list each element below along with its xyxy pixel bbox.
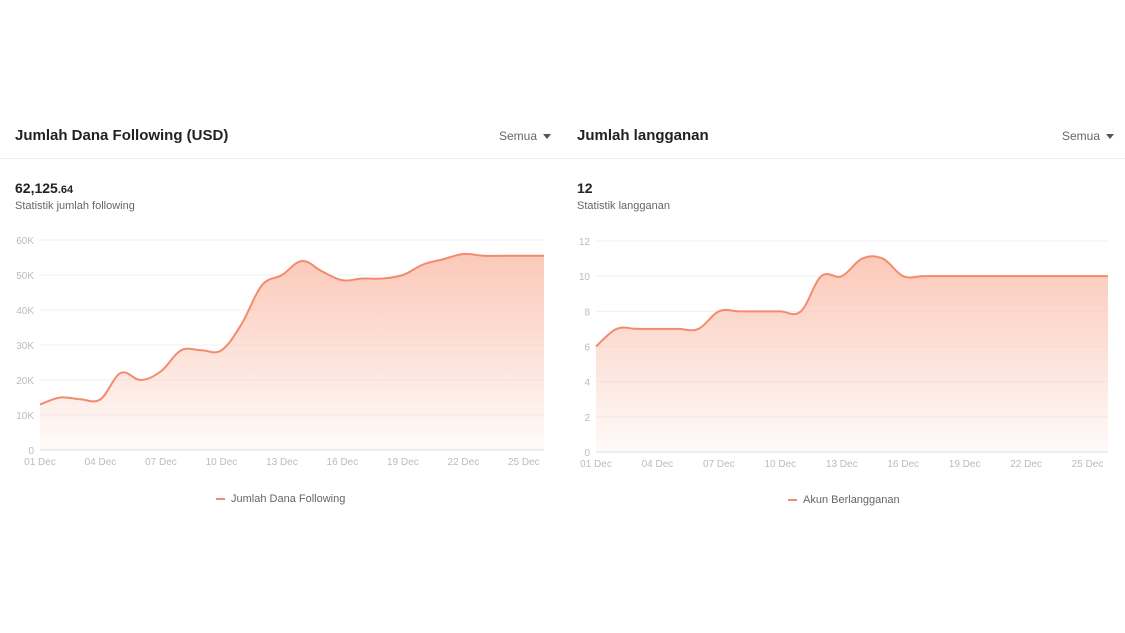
y-tick-label: 10 <box>579 272 591 283</box>
y-tick-label: 50K <box>16 271 34 282</box>
x-tick-label: 25 Dec <box>1072 459 1104 470</box>
x-tick-label: 13 Dec <box>266 457 298 468</box>
legend-swatch <box>216 498 225 500</box>
filter-dropdown[interactable]: Semua <box>499 129 552 143</box>
x-tick-label: 10 Dec <box>206 457 238 468</box>
legend-label: Jumlah Dana Following <box>231 493 346 505</box>
x-tick-label: 16 Dec <box>887 459 919 470</box>
panel-following-funds: Jumlah Dana Following (USD) Semua 62,125… <box>0 118 562 518</box>
total-value-decimal: .64 <box>57 184 74 196</box>
header-divider <box>0 158 1125 159</box>
x-tick-label: 19 Dec <box>387 457 419 468</box>
x-tick-label: 16 Dec <box>327 457 359 468</box>
chart-following-funds: 0 10K 20K 30K 40K 50K 60K 01 Dec 04 Dec 07 Dec 10 … <box>16 236 544 468</box>
x-tick-label: 07 Dec <box>703 459 735 470</box>
legend[interactable]: Jumlah Dana Following <box>216 493 345 505</box>
y-tick-label: 0 <box>28 446 34 457</box>
legend[interactable]: Akun Berlangganan <box>788 494 900 506</box>
x-tick-label: 04 Dec <box>85 457 117 468</box>
x-tick-label: 22 Dec <box>448 457 480 468</box>
legend-swatch <box>788 499 797 501</box>
panel-subscriptions: Jumlah langganan Semua 12 Statistik lang… <box>562 118 1125 518</box>
x-tick-label: 10 Dec <box>764 459 796 470</box>
x-tick-label: 01 Dec <box>580 459 612 470</box>
x-tick-label: 04 Dec <box>642 459 674 470</box>
x-tick-label: 25 Dec <box>508 457 540 468</box>
x-tick-label: 13 Dec <box>826 459 858 470</box>
y-tick-label: 6 <box>584 343 590 354</box>
caret-down-icon <box>543 133 552 139</box>
panel-title: Jumlah langganan <box>577 127 709 144</box>
filter-dropdown[interactable]: Semua <box>1062 129 1115 143</box>
x-tick-label: 22 Dec <box>1010 459 1042 470</box>
y-tick-label: 8 <box>584 307 590 318</box>
x-tick-label: 19 Dec <box>949 459 981 470</box>
total-value: 12 <box>577 180 593 196</box>
panel-title: Jumlah Dana Following (USD) <box>15 127 229 144</box>
y-tick-label: 20K <box>16 376 34 387</box>
y-tick-label: 0 <box>584 448 590 459</box>
series-area <box>596 256 1108 452</box>
series-area <box>40 253 544 450</box>
y-tick-label: 40K <box>16 306 34 317</box>
total-value-int: 62,125 <box>15 180 58 196</box>
filter-label: Semua <box>499 129 538 143</box>
y-tick-label: 4 <box>584 378 590 389</box>
chart-subscriptions: 0 2 4 6 8 10 12 01 Dec 04 Dec 07 Dec 10 Dec 13 Dec 1… <box>579 237 1108 470</box>
x-tick-label: 01 Dec <box>24 457 56 468</box>
y-tick-label: 2 <box>584 413 590 424</box>
y-tick-label: 30K <box>16 341 34 352</box>
series-line <box>595 255 1108 348</box>
panel-subtitle: Statistik jumlah following <box>15 200 135 212</box>
y-tick-label: 12 <box>579 237 591 248</box>
total-value-int: 12 <box>577 180 593 196</box>
panel-subtitle: Statistik langganan <box>577 200 670 212</box>
series-line <box>39 252 544 406</box>
total-value: 62,125.64 <box>15 180 73 196</box>
x-tick-label: 07 Dec <box>145 457 177 468</box>
y-tick-label: 10K <box>16 411 34 422</box>
legend-label: Akun Berlangganan <box>803 494 900 506</box>
y-tick-label: 60K <box>16 236 34 247</box>
caret-down-icon <box>1106 133 1115 139</box>
filter-label: Semua <box>1062 129 1101 143</box>
